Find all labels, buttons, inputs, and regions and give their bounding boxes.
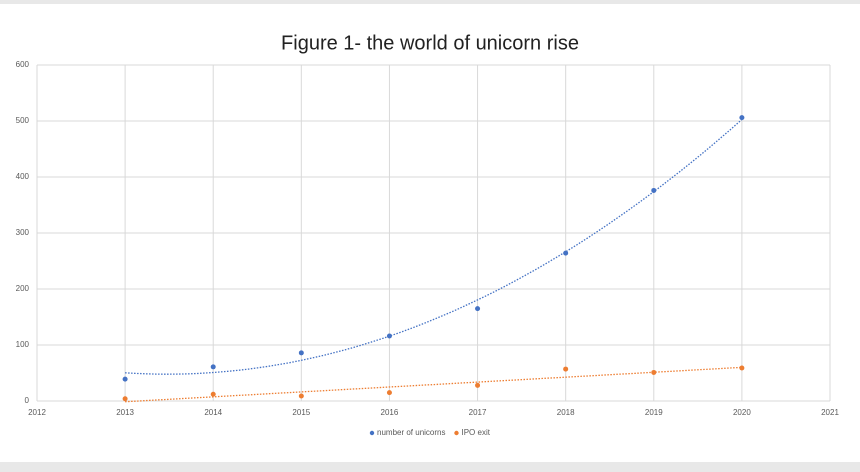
data-point xyxy=(475,382,481,388)
y-tick-label: 0 xyxy=(25,396,30,405)
y-tick-label: 200 xyxy=(16,284,30,293)
x-tick-label: 2017 xyxy=(469,408,487,417)
y-tick-label: 100 xyxy=(16,340,30,349)
y-tick-label: 400 xyxy=(16,172,30,181)
data-point xyxy=(386,333,392,339)
legend-label: number of unicorns xyxy=(377,428,445,437)
data-point xyxy=(475,306,481,312)
data-point xyxy=(651,369,657,375)
y-tick-label: 600 xyxy=(16,60,30,69)
x-tick-label: 2018 xyxy=(557,408,575,417)
data-point xyxy=(739,365,745,371)
x-tick-label: 2016 xyxy=(381,408,399,417)
x-tick-label: 2015 xyxy=(292,408,310,417)
y-tick-label: 500 xyxy=(16,116,30,125)
y-tick-label: 300 xyxy=(16,228,30,237)
chart-title: Figure 1- the world of unicorn rise xyxy=(281,32,579,54)
legend-label: IPO exit xyxy=(461,428,490,437)
legend-marker xyxy=(454,430,459,436)
data-point xyxy=(298,393,304,399)
x-tick-label: 2021 xyxy=(821,408,839,417)
x-tick-label: 2019 xyxy=(645,408,663,417)
data-point xyxy=(563,366,569,372)
data-point xyxy=(563,250,569,256)
x-tick-label: 2020 xyxy=(733,408,751,417)
x-tick-label: 2014 xyxy=(204,408,222,417)
data-point xyxy=(651,187,657,193)
legend-marker xyxy=(369,430,375,436)
data-point xyxy=(739,115,745,121)
data-point xyxy=(210,364,216,370)
data-point xyxy=(122,396,128,402)
x-tick-label: 2013 xyxy=(116,408,134,417)
x-tick-label: 2012 xyxy=(28,408,46,417)
data-point xyxy=(298,350,304,356)
data-point xyxy=(210,391,216,397)
data-point xyxy=(122,376,128,382)
trendline xyxy=(125,119,743,375)
data-point xyxy=(386,390,392,396)
trendline xyxy=(125,366,742,403)
